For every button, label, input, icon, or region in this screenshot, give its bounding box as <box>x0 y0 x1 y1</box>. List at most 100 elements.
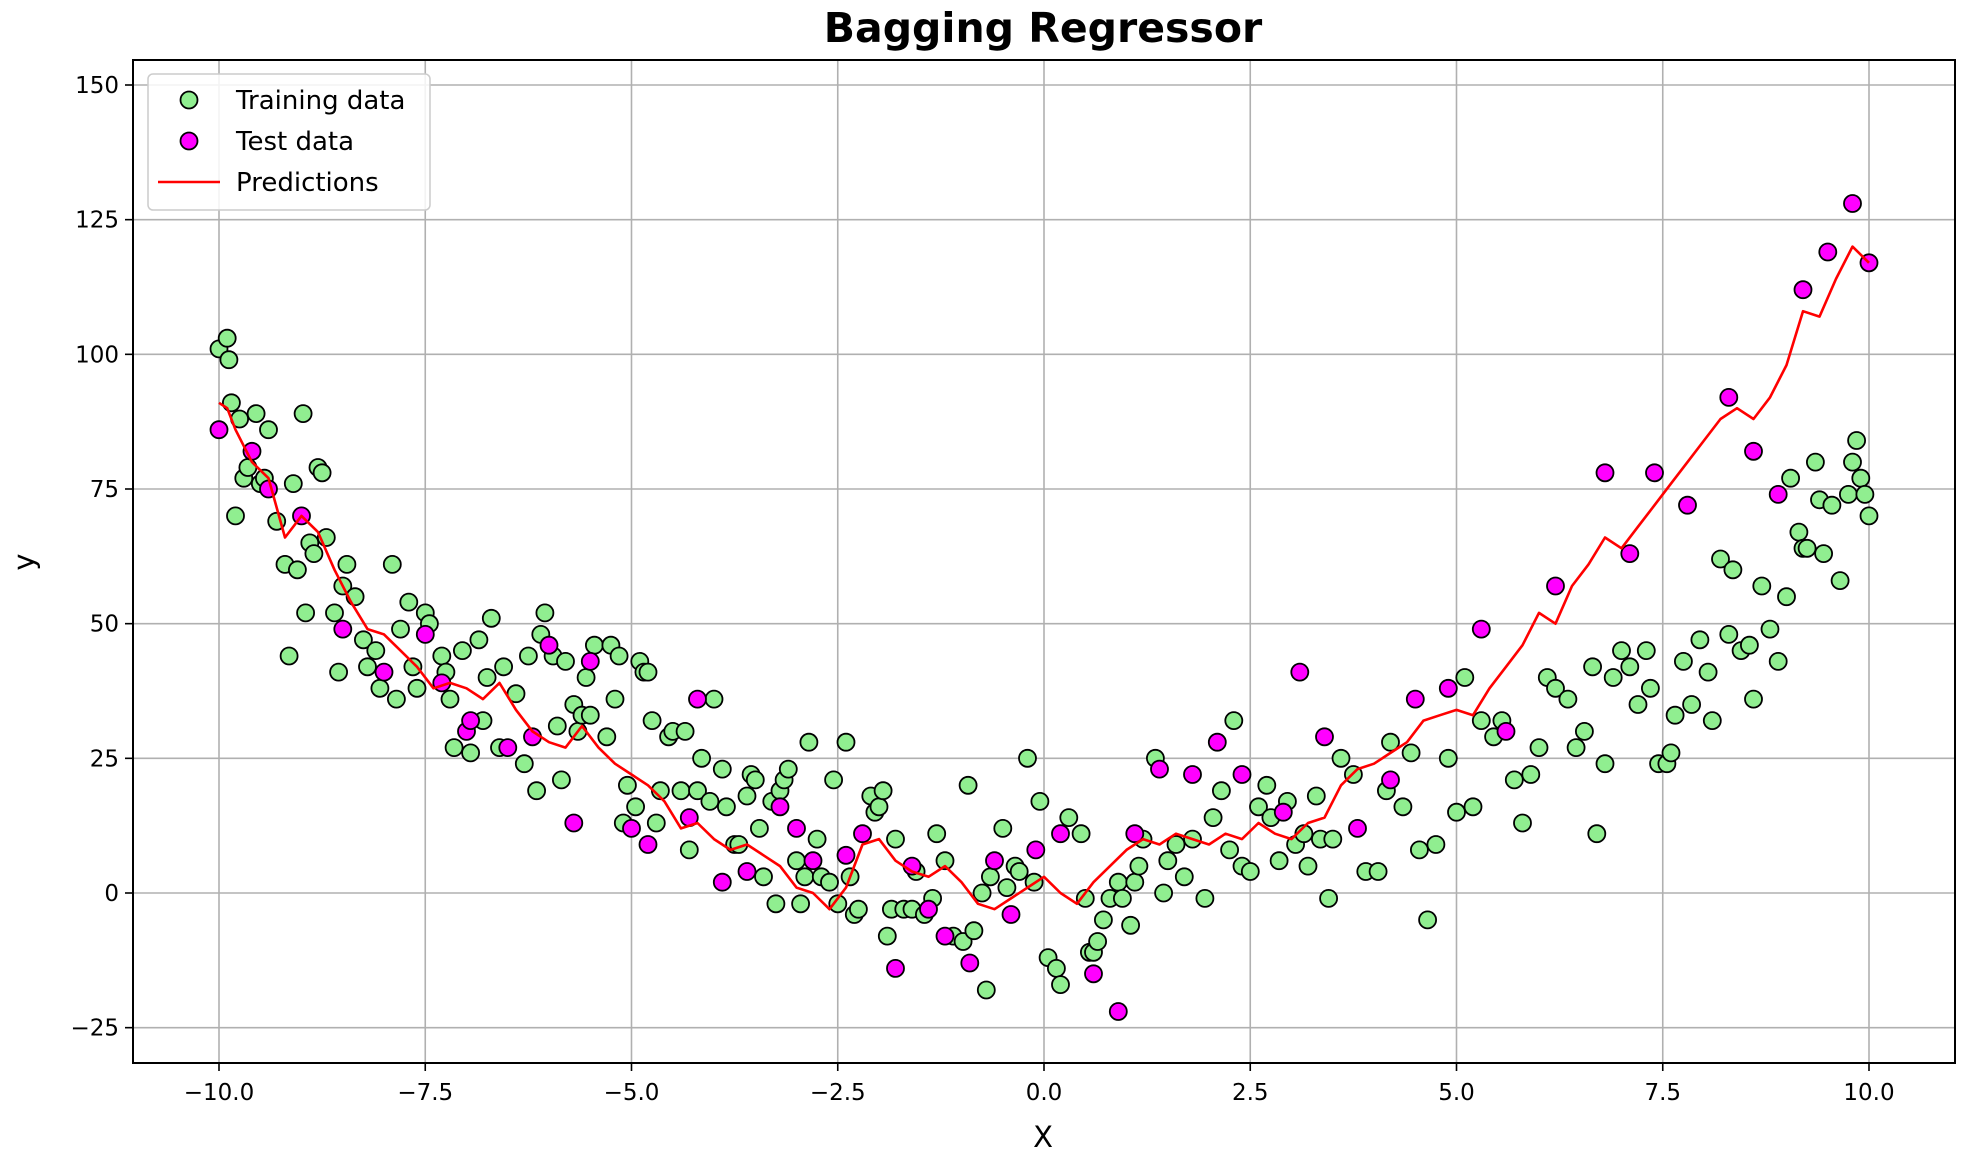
training-point <box>259 420 278 440</box>
y-tick-label: 75 <box>90 477 119 503</box>
training-point <box>382 555 402 574</box>
training-point <box>440 689 460 709</box>
legend-marker-test <box>179 131 199 151</box>
training-point <box>1789 522 1809 542</box>
test-point <box>1026 840 1046 860</box>
training-point <box>807 829 827 849</box>
training-point <box>1752 576 1772 596</box>
y-tick-label: 50 <box>90 612 119 638</box>
training-point <box>935 851 955 871</box>
test-point <box>1125 824 1145 844</box>
test-point <box>1108 1002 1128 1021</box>
training-point <box>432 646 452 666</box>
training-point <box>1603 668 1623 687</box>
test-point <box>1150 759 1169 779</box>
training-point <box>1620 657 1640 677</box>
training-point <box>1641 678 1660 698</box>
test-point <box>374 662 394 682</box>
training-point <box>824 770 843 790</box>
training-point <box>1674 652 1693 671</box>
training-point <box>712 759 732 779</box>
training-point <box>849 899 868 919</box>
training-point <box>700 792 720 811</box>
training-point <box>1224 711 1244 730</box>
training-point <box>1806 452 1825 472</box>
y-axis: −25 0 25 50 75 100 125 150 <box>70 73 133 1042</box>
training-point <box>219 350 239 370</box>
test-point <box>1001 905 1021 924</box>
training-point <box>283 474 303 494</box>
training-point <box>1744 689 1763 709</box>
test-point <box>1595 463 1615 483</box>
test-point <box>209 420 229 440</box>
training-point <box>535 603 555 623</box>
test-point <box>836 845 856 865</box>
training-point <box>1094 910 1113 930</box>
training-point <box>638 662 658 682</box>
training-point <box>1723 560 1743 580</box>
training-point <box>1595 754 1615 774</box>
training-point <box>358 657 377 677</box>
training-point <box>836 732 856 752</box>
x-tick-label: 10.0 <box>1843 1080 1894 1106</box>
y-tick-label: −25 <box>70 1016 119 1042</box>
training-point <box>1306 786 1326 806</box>
training-point <box>704 689 724 709</box>
training-point <box>679 840 699 860</box>
training-point <box>750 819 769 838</box>
test-point <box>770 797 790 817</box>
test-point <box>737 862 757 881</box>
training-point <box>293 404 313 424</box>
test-point <box>1084 964 1103 984</box>
training-point <box>304 544 324 563</box>
training-point <box>1121 915 1140 935</box>
training-point <box>873 781 893 801</box>
training-point <box>1682 695 1701 714</box>
training-point <box>552 770 571 790</box>
training-point <box>1129 856 1149 876</box>
training-point <box>386 689 406 709</box>
test-point <box>1290 662 1310 682</box>
y-axis-label: y <box>7 553 41 570</box>
training-point <box>1719 625 1739 644</box>
training-point <box>1859 506 1879 526</box>
training-point <box>1438 748 1458 768</box>
training-point <box>646 813 666 833</box>
training-point <box>337 555 357 574</box>
training-point <box>366 641 386 660</box>
training-point <box>1702 711 1722 730</box>
training-point <box>737 786 757 806</box>
training-point <box>1393 797 1413 817</box>
legend-label-predictions: Predictions <box>236 168 379 198</box>
training-point <box>1768 652 1788 671</box>
training-point <box>1298 856 1318 876</box>
test-point <box>787 819 806 838</box>
training-point <box>828 894 848 914</box>
training-point <box>1847 431 1866 450</box>
training-point <box>1009 862 1029 881</box>
training-point <box>1781 468 1800 488</box>
test-point <box>1546 576 1565 596</box>
training-point <box>1612 641 1631 660</box>
y-tick-label: 125 <box>75 208 119 234</box>
training-point <box>325 603 344 623</box>
training-point <box>820 872 839 892</box>
training-point <box>671 781 691 801</box>
training-point <box>1158 851 1178 871</box>
test-point <box>1496 722 1516 741</box>
training-point <box>403 657 423 677</box>
training-point <box>787 851 806 871</box>
training-point <box>609 646 629 666</box>
training-point <box>1426 835 1446 854</box>
training-point <box>279 646 299 666</box>
training-point <box>1195 889 1215 908</box>
training-point <box>766 894 786 914</box>
test-point <box>712 872 732 892</box>
training-point <box>1108 872 1128 892</box>
test-point <box>886 959 905 978</box>
legend-label-training: Training data <box>235 86 405 116</box>
training-point <box>1822 495 1842 515</box>
training-point <box>597 727 617 747</box>
test-point <box>1438 678 1458 698</box>
